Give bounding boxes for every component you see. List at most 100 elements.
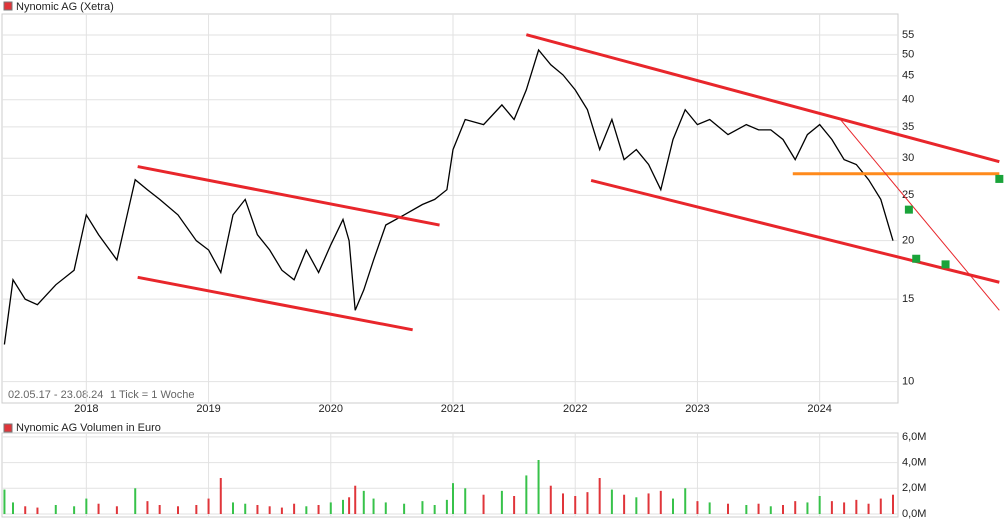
volume-bar [177,506,179,514]
volume-bar [782,505,784,514]
volume-bar [500,490,503,514]
legend-swatch [3,1,13,11]
volume-bar [696,501,699,514]
trend-line [590,178,1000,284]
volume-bar [54,505,57,514]
volume-bar [482,494,485,514]
volume-bar [293,503,296,514]
x-tick-label: 2021 [441,403,465,415]
volume-bar [513,496,516,514]
volume-bar [115,506,118,514]
volume-bar [3,489,6,514]
volume-bar [36,507,39,514]
volume-bar [464,488,467,514]
volume-bar [806,502,809,514]
volume-bar [421,501,424,514]
trend-line [525,33,1000,164]
volume-bar [452,483,454,514]
volume-bar [342,499,344,514]
volume-bar [769,506,772,514]
y-tick-label: 2,0M [902,482,926,494]
trend-line [137,275,413,332]
x-tick-label: 2019 [196,403,220,415]
volume-bar [195,505,198,514]
volume-bar [24,506,27,514]
x-tick-label: 2022 [563,403,587,415]
volume-bar [85,498,88,514]
volume-bar [329,502,332,514]
volume-bar [207,498,210,514]
volume-bar [684,488,687,514]
volume-bar [659,490,662,514]
volume-bar [549,485,552,514]
volume-bar [12,502,14,514]
volume-bar [445,499,448,514]
volume-bar [219,478,222,514]
volume-bar [232,502,234,514]
y-tick-label: 20 [902,235,914,247]
volume-bar [280,507,283,514]
y-tick-label: 0,0M [902,508,926,520]
y-tick-label: 40 [902,94,914,106]
volume-bar [879,498,882,514]
volume-bar [244,503,247,514]
legend-swatch [3,423,13,433]
volume-bar [610,489,613,514]
signal-marker [941,260,950,269]
volume-bar [362,490,365,514]
volume-bar [134,488,137,514]
volume-bar [97,503,100,514]
volume-bar [317,505,320,514]
volume-bar [73,506,76,514]
volume-bar [598,478,601,514]
volume-bar [867,503,870,514]
chart-title: Nynomic AG (Xetra) [16,1,114,13]
trend-line [137,165,440,227]
y-tick-label: 30 [902,152,914,164]
y-tick-label: 35 [902,121,914,133]
volume-bar [525,475,528,514]
volume-frame [1,432,899,518]
volume-bar [892,494,894,514]
y-tick-label: 15 [902,293,914,305]
volume-bar [574,496,577,514]
volume-bar [403,503,406,514]
volume-bar [586,492,589,514]
y-tick-label: 10 [902,375,914,387]
volume-bar [158,505,161,514]
volume-bar [635,497,638,514]
y-tick-label: 6,0M [902,431,926,443]
y-tick-label: 25 [902,189,914,201]
tick-note: 1 Tick = 1 Woche [110,389,194,401]
volume-bar [855,499,858,514]
volume-title: Nynomic AG Volumen in Euro [16,422,161,434]
volume-bar [562,493,564,514]
price-line [3,48,894,345]
y-tick-label: 55 [902,29,914,41]
volume-bar [256,505,259,514]
volume-bar [384,502,387,514]
volume-bar [757,503,760,514]
x-tick-label: 2018 [74,403,98,415]
volume-bar [818,496,821,514]
signal-marker [904,205,913,214]
volume-bar [843,502,846,514]
volume-bar [708,502,711,514]
volume-bar [647,493,650,514]
x-tick-label: 2023 [685,403,709,415]
volume-bar [268,506,271,514]
volume-bar [305,506,308,514]
volume-bar [830,501,833,514]
trend-line [840,119,1000,311]
signal-marker [995,174,1004,183]
volume-bar [727,503,729,514]
price-frame [1,13,899,404]
volume-bar [146,501,149,514]
y-tick-label: 45 [902,70,914,82]
volume-bar [354,485,357,514]
volume-bar [672,498,674,514]
x-tick-label: 2020 [319,403,343,415]
signal-marker [912,254,921,263]
